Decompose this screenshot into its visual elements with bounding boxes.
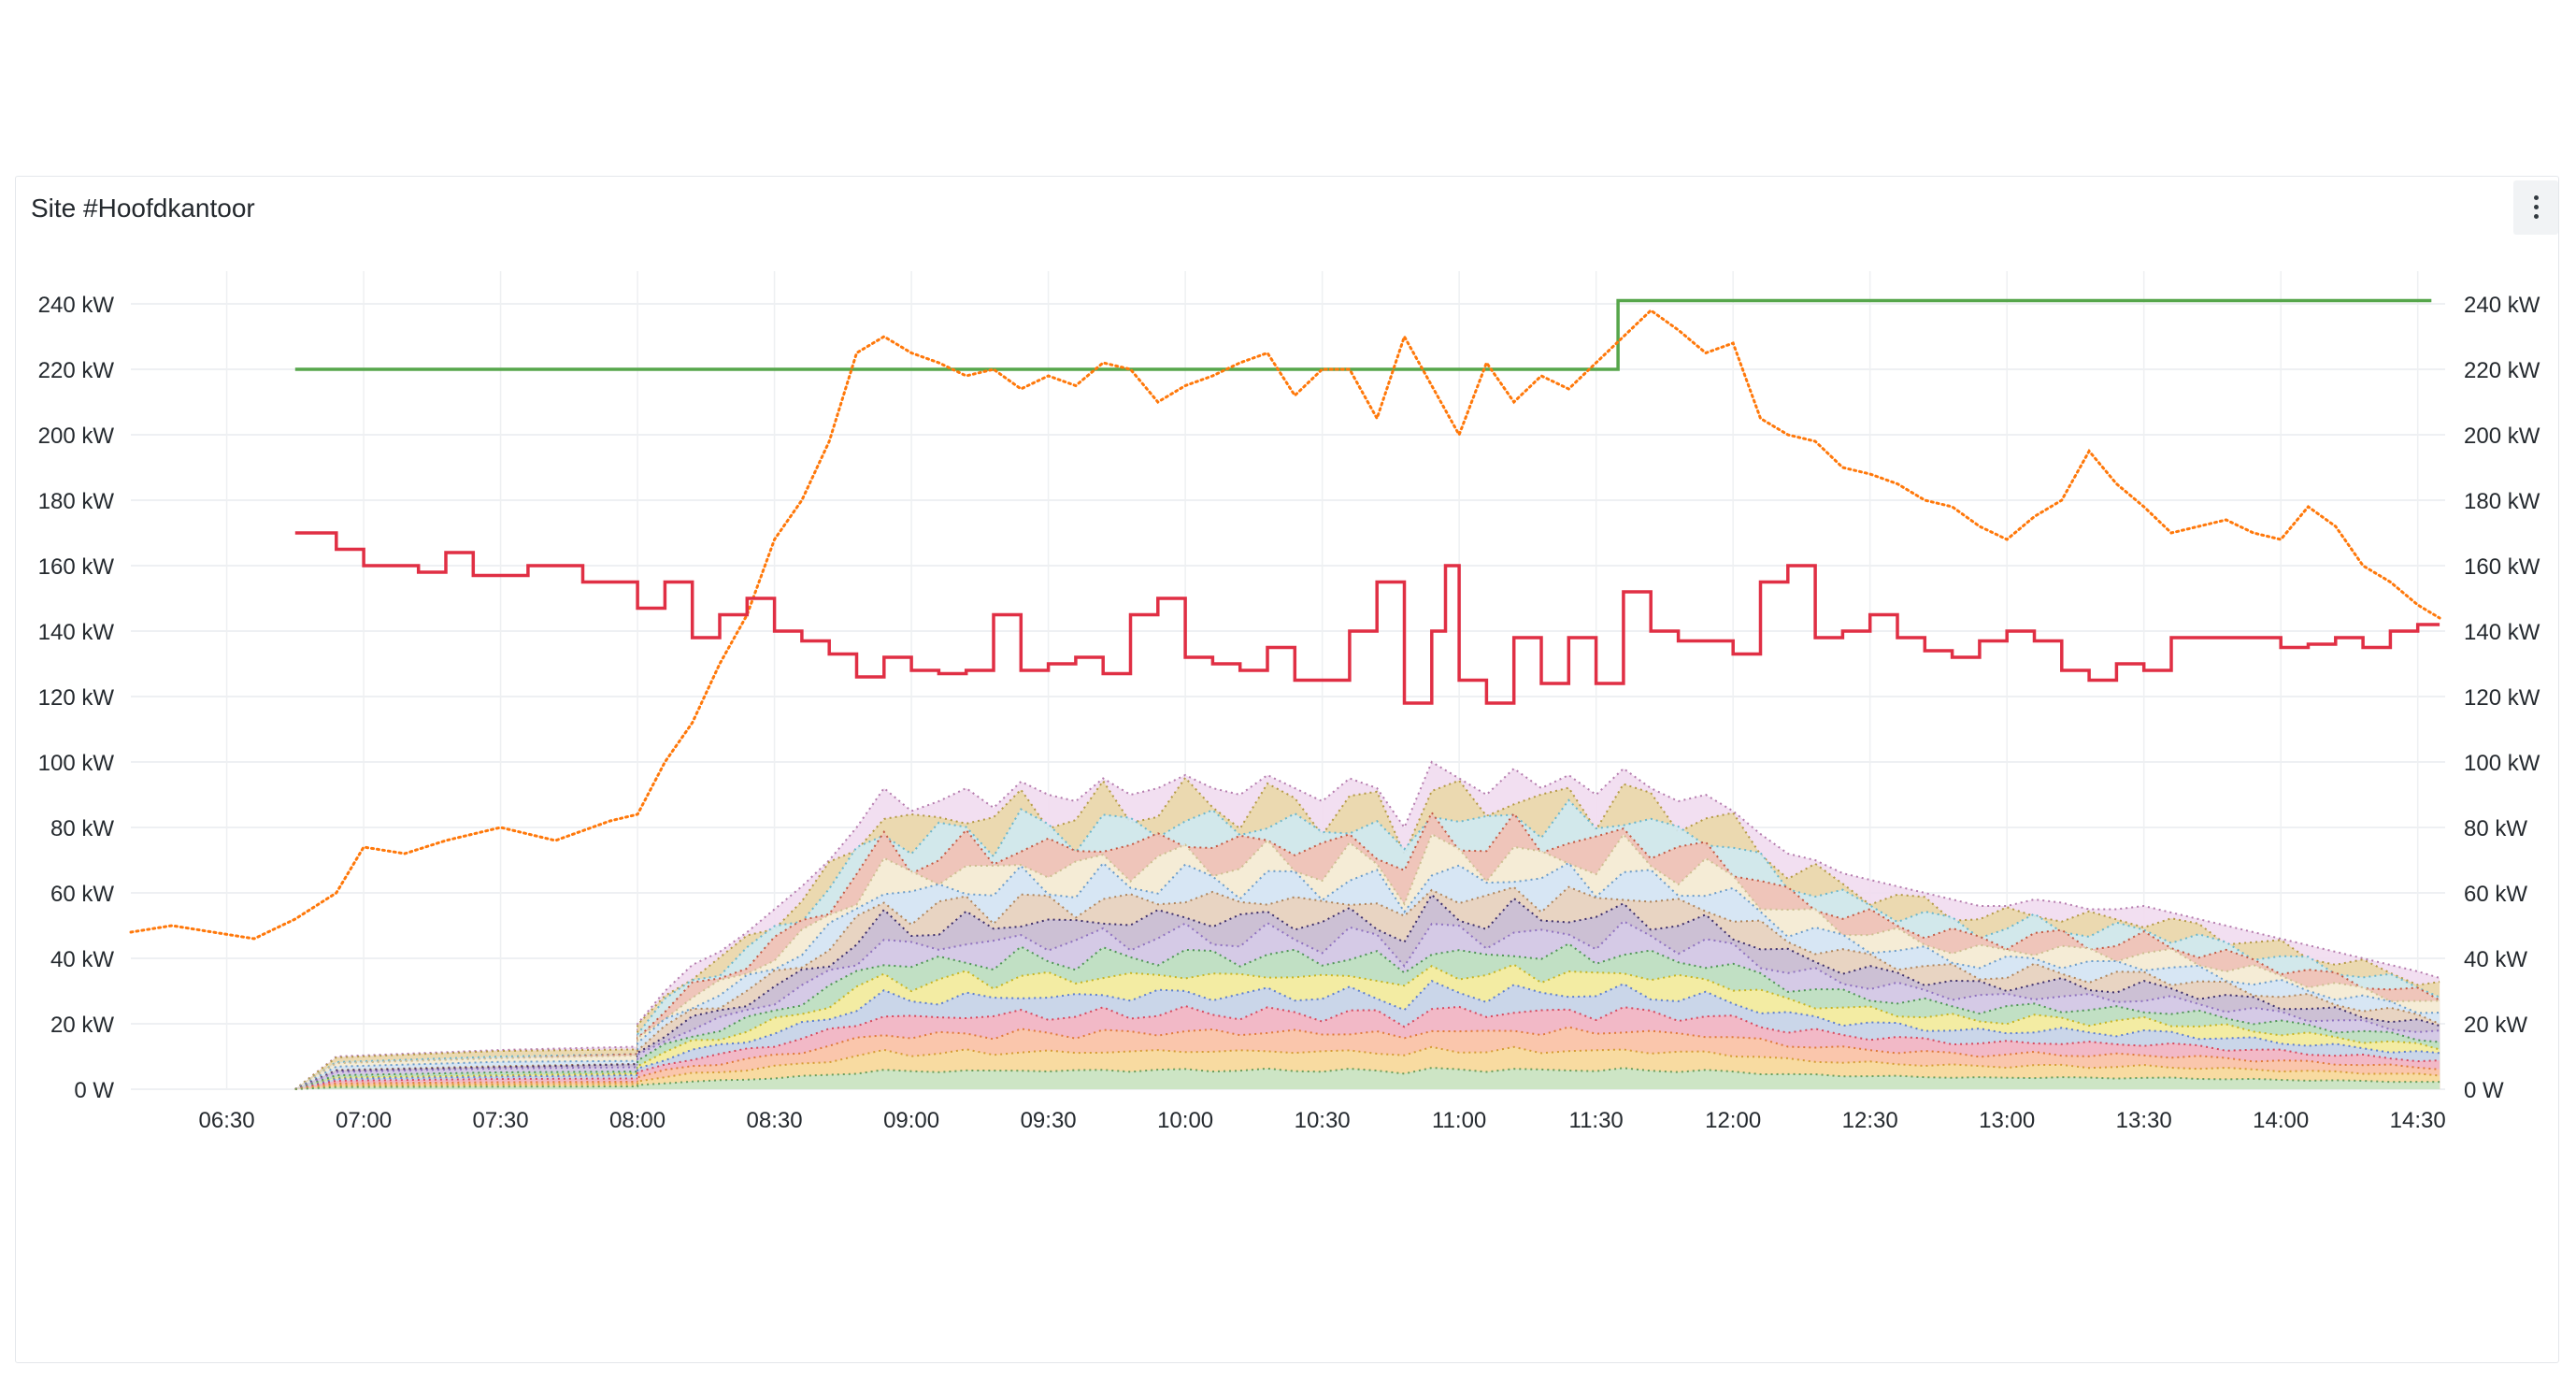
stack-edge-8 [294, 920, 2440, 1090]
stack-edge-13 [294, 811, 2440, 1090]
stack-edge-7 [294, 942, 2440, 1090]
x-tick-label: 14:00 [2253, 1108, 2309, 1133]
y-tick-label-right: 80 kW [2464, 816, 2527, 841]
stack-edge-6 [294, 963, 2440, 1090]
kebab-menu-icon[interactable] [2513, 180, 2558, 235]
panel-title: Site #Hoofdkantoor [31, 194, 255, 223]
menu-dot [2534, 205, 2539, 209]
stack-area-1 [294, 1068, 2440, 1089]
x-tick-label: 13:00 [1979, 1108, 2035, 1133]
y-axis-left: 0 W 20 kW 40 kW 60 kW 80 kW 100 kW 120 kW 140 k… [38, 293, 115, 1103]
stack-edge-10 [294, 885, 2440, 1090]
y-tick-label-left: 120 kW [38, 685, 115, 711]
stacked-areas [294, 760, 2440, 1090]
stack-edge-1 [294, 1067, 2440, 1090]
x-tick-label: 07:30 [473, 1108, 529, 1133]
x-tick-label: 10:00 [1157, 1108, 1213, 1133]
y-tick-label-left: 0 W [74, 1078, 114, 1103]
y-tick-label-left: 80 kW [50, 816, 114, 841]
x-tick-label: 07:00 [336, 1108, 392, 1133]
y-tick-label-right: 40 kW [2464, 947, 2527, 972]
y-tick-label-right: 60 kW [2464, 882, 2527, 907]
x-tick-label: 13:30 [2116, 1108, 2172, 1133]
x-tick-label: 11:00 [1432, 1108, 1486, 1133]
x-axis: 06:30 07:00 07:30 08:00 08:30 09:00 09:30 10:00… [199, 1108, 2446, 1133]
y-tick-label-right: 20 kW [2464, 1013, 2527, 1038]
stack-edge-3 [294, 1026, 2440, 1090]
y-tick-label-left: 240 kW [38, 293, 115, 318]
y-tick-label-right: 0 W [2464, 1078, 2504, 1103]
x-tick-label: 08:30 [747, 1108, 803, 1133]
y-tick-label-right: 180 kW [2464, 489, 2540, 514]
x-tick-label: 14:30 [2390, 1108, 2446, 1133]
y-tick-label-left: 40 kW [50, 947, 114, 972]
y-tick-label-left: 100 kW [38, 751, 115, 776]
series-lines [129, 298, 2441, 941]
panel-header: Site #Hoofdkantoor [16, 177, 2558, 235]
y-tick-label-right: 140 kW [2464, 620, 2540, 645]
stack-edge-2 [294, 1045, 2440, 1090]
y-tick-label-right: 120 kW [2464, 685, 2540, 711]
x-tick-label: 12:30 [1842, 1108, 1898, 1133]
x-tick-label: 06:30 [199, 1108, 255, 1133]
y-tick-label-right: 200 kW [2464, 424, 2540, 449]
y-tick-label-left: 220 kW [38, 358, 115, 383]
stack-edge-4 [294, 1004, 2440, 1090]
series-line-grid-import [294, 531, 2440, 705]
y-tick-label-right: 100 kW [2464, 751, 2540, 776]
y-tick-label-left: 20 kW [50, 1013, 114, 1038]
y-tick-label-left: 180 kW [38, 489, 115, 514]
series-line-limit [294, 298, 2432, 371]
stack-edge-11 [294, 861, 2440, 1090]
y-tick-label-left: 60 kW [50, 882, 114, 907]
stack-edge-15 [294, 776, 2440, 1090]
x-tick-label: 10:30 [1295, 1108, 1351, 1133]
y-tick-label-left: 140 kW [38, 620, 115, 645]
x-tick-label: 09:30 [1021, 1108, 1077, 1133]
series-line-total-consumption [129, 309, 2441, 941]
y-tick-label-right: 220 kW [2464, 358, 2540, 383]
chart-panel: Site #Hoofdkantoor [15, 176, 2559, 1363]
menu-dot [2534, 195, 2539, 200]
y-tick-label-right: 240 kW [2464, 293, 2540, 318]
x-tick-label: 11:30 [1569, 1108, 1624, 1133]
x-tick-label: 09:00 [883, 1108, 939, 1133]
x-tick-label: 12:00 [1705, 1108, 1761, 1133]
y-tick-label-left: 160 kW [38, 554, 115, 580]
y-axis-right: 0 W 20 kW 40 kW 60 kW 80 kW 100 kW 120 kW 140 k… [2464, 293, 2540, 1103]
menu-dot [2534, 214, 2539, 219]
y-tick-label-right: 160 kW [2464, 554, 2540, 580]
y-tick-label-left: 200 kW [38, 424, 115, 449]
x-tick-label: 08:00 [609, 1108, 665, 1133]
